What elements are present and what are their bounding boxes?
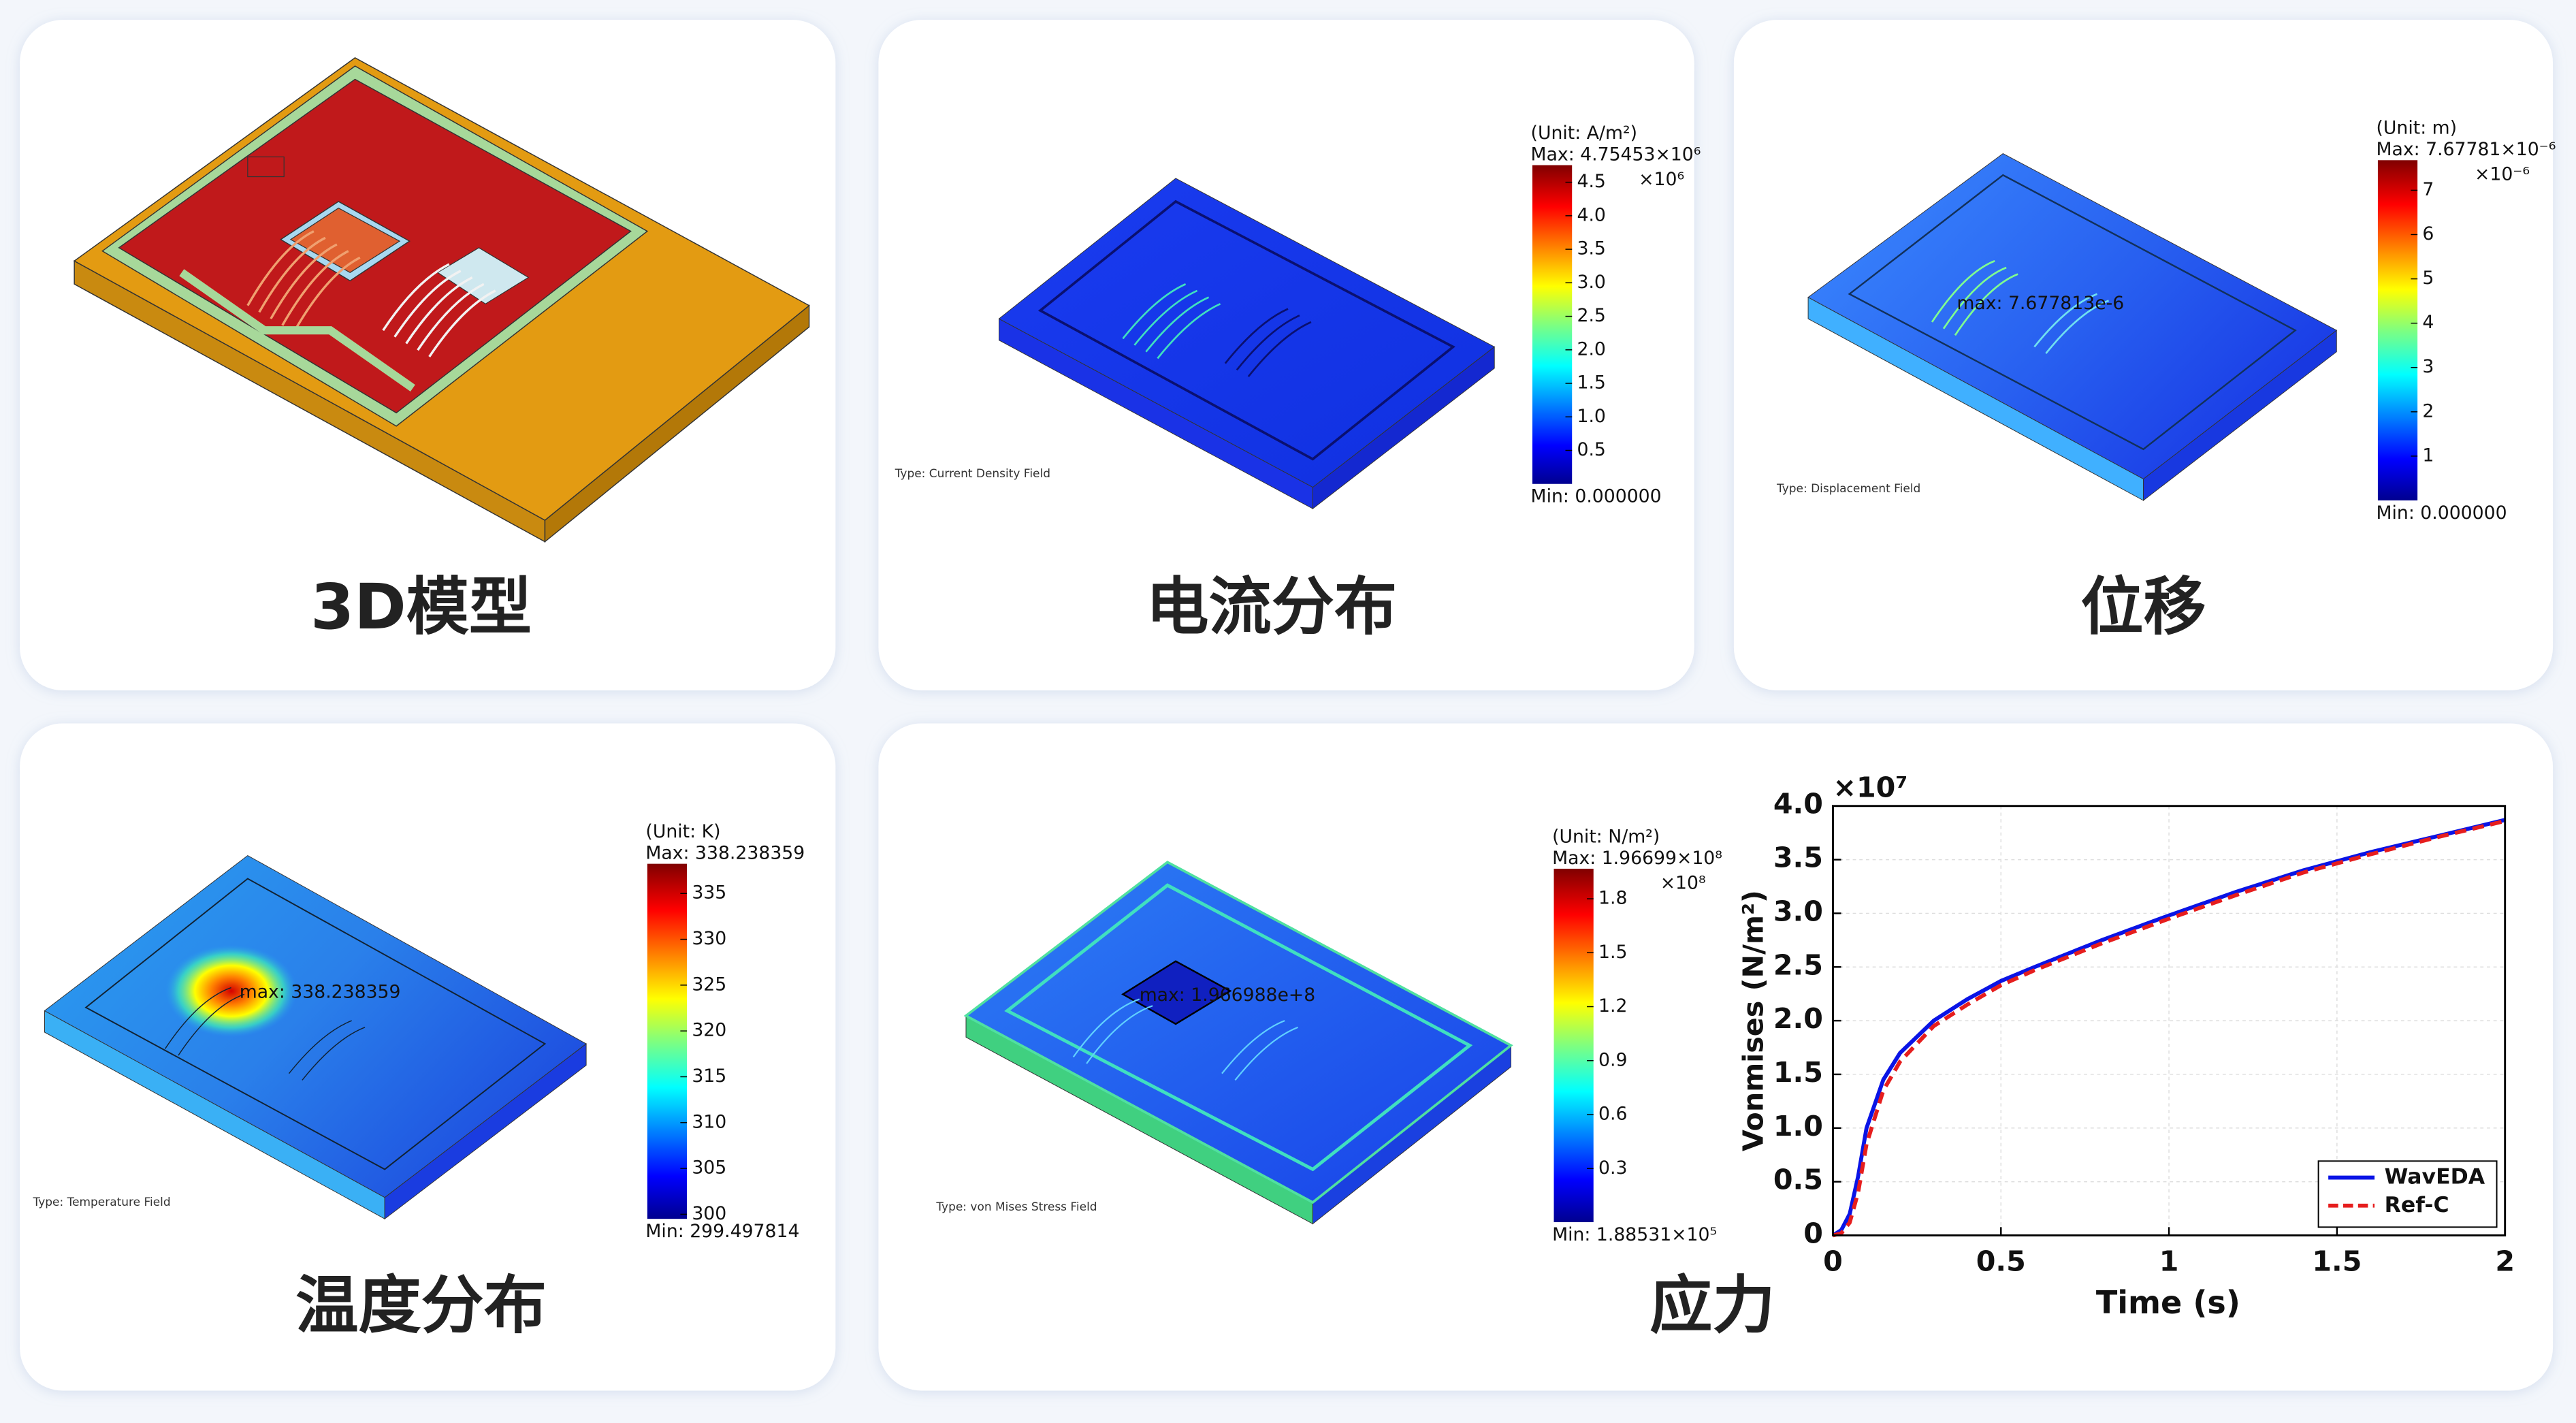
colorbar <box>2377 160 2418 500</box>
y-tick-label: 3.0 <box>1773 895 1823 927</box>
colorbar-unit: (Unit: A/m²) <box>1531 123 1637 144</box>
render-3d-model <box>73 57 810 543</box>
line-series <box>1832 818 2506 1238</box>
x-tick-label: 1.5 <box>2312 1245 2362 1278</box>
panel-label: 温度分布 <box>295 1268 547 1342</box>
panel-label: 3D模型 <box>310 570 532 643</box>
y-tick-label: 1.5 <box>1773 1056 1823 1089</box>
colorbar-tick-label: 3.5 <box>1577 238 1605 259</box>
y-tick-label: 0.5 <box>1773 1164 1823 1196</box>
render-current <box>998 178 1496 510</box>
render-temperature <box>44 854 587 1220</box>
field-type: Type: Current Density Field <box>895 467 1050 481</box>
colorbar-tick-label: 1.0 <box>1577 406 1605 427</box>
colorbar-tick-label: 330 <box>692 928 726 949</box>
colorbar-tick-label: 305 <box>692 1157 726 1179</box>
panel-label: 电流分布 <box>1146 570 1397 643</box>
colorbar-min: Min: 1.88531×10⁵ <box>1552 1224 1717 1245</box>
colorbar-tick-label: 315 <box>692 1066 726 1087</box>
render-displacement <box>1807 153 2338 501</box>
y-tick-label: 4.0 <box>1773 788 1823 820</box>
colorbar-multiplier: ×10⁶ <box>1639 169 1684 190</box>
colorbar-tick-label: 0.9 <box>1598 1049 1627 1070</box>
colorbar-tick-label: 1.5 <box>1577 372 1605 394</box>
colorbar <box>647 863 688 1219</box>
colorbar-min: Min: 0.000000 <box>1531 486 1662 507</box>
y-tick-label: 2.5 <box>1773 948 1823 981</box>
colorbar-tick-label: 1.5 <box>1598 942 1627 963</box>
colorbar-tick-label: 4 <box>2422 312 2434 333</box>
field-type: Type: Temperature Field <box>33 1196 171 1209</box>
colorbar-unit: (Unit: N/m²) <box>1552 826 1660 847</box>
colorbar-tick-label: 0.5 <box>1577 439 1605 460</box>
colorbar-multiplier: ×10⁻⁶ <box>2475 164 2530 185</box>
line-series <box>1831 818 2506 1237</box>
colorbar-unit: (Unit: K) <box>645 821 720 842</box>
y-tick-label: 3.5 <box>1773 842 1823 874</box>
colorbar <box>1532 165 1573 484</box>
render-stress <box>963 861 1513 1225</box>
colorbar-unit: (Unit: m) <box>2376 118 2457 139</box>
colorbar-tick-label: 2.0 <box>1577 338 1605 359</box>
colorbar-tick-label: 1.2 <box>1598 995 1627 1017</box>
y-tick-label: 2.0 <box>1773 1002 1823 1035</box>
legend-label: Ref-C <box>2385 1193 2449 1217</box>
legend-label: WavEDA <box>2385 1165 2485 1189</box>
max-annotation: max: 7.677813e-6 <box>1957 293 2124 314</box>
colorbar-tick-label: 4.5 <box>1577 171 1605 192</box>
colorbar-min: Min: 0.000000 <box>2376 502 2507 524</box>
legend <box>2317 1160 2498 1228</box>
colorbar-tick-label: 320 <box>692 1020 726 1041</box>
x-tick-label: 0.5 <box>1976 1245 2026 1278</box>
colorbar-max: Max: 1.96699×10⁸ <box>1552 848 1722 869</box>
plot-frame <box>1832 805 2507 1236</box>
colorbar-tick-label: 2.5 <box>1577 305 1605 326</box>
x-tick-label: 0 <box>1823 1245 1843 1278</box>
colorbar-tick-label: 3.0 <box>1577 272 1605 293</box>
colorbar-max: Max: 4.75453×10⁶ <box>1531 144 1701 165</box>
colorbar-min: Min: 299.497814 <box>645 1221 799 1242</box>
colorbar-tick-label: 7 <box>2422 179 2434 200</box>
x-tick-label: 1 <box>2159 1245 2179 1278</box>
field-type: Type: Displacement Field <box>1776 482 1920 496</box>
panel-label: 应力 <box>1649 1268 1775 1342</box>
colorbar-tick-label: 1 <box>2422 445 2434 466</box>
colorbar <box>1553 868 1594 1223</box>
y-axis-label: Vonmises (N/m²) <box>1737 890 1769 1151</box>
y-tick-label: 1.0 <box>1773 1110 1823 1142</box>
colorbar-max: Max: 7.67781×10⁻⁶ <box>2376 139 2556 160</box>
colorbar-multiplier: ×10⁸ <box>1660 872 1706 893</box>
colorbar-tick-label: 5 <box>2422 268 2434 289</box>
colorbar-tick-label: 0.3 <box>1598 1157 1627 1179</box>
colorbar-tick-label: 1.8 <box>1598 888 1627 909</box>
colorbar-tick-label: 300 <box>692 1203 726 1224</box>
y-offset-label: ×10⁷ <box>1833 771 1907 803</box>
colorbar-tick-label: 6 <box>2422 223 2434 244</box>
colorbar-tick-label: 335 <box>692 882 726 904</box>
max-annotation: max: 1.966988e+8 <box>1140 985 1316 1006</box>
y-tick-label: 0 <box>1803 1217 1823 1249</box>
panel-label: 位移 <box>2080 570 2206 643</box>
colorbar-tick-label: 310 <box>692 1111 726 1132</box>
colorbar-tick-label: 0.6 <box>1598 1104 1627 1125</box>
x-tick-label: 2 <box>2495 1245 2515 1278</box>
colorbar-tick-label: 4.0 <box>1577 204 1605 225</box>
x-axis-label: Time (s) <box>2096 1284 2240 1321</box>
field-type: Type: von Mises Stress Field <box>935 1200 1097 1214</box>
colorbar-tick-label: 3 <box>2422 356 2434 377</box>
colorbar-tick-label: 325 <box>692 974 726 995</box>
colorbar-max: Max: 338.238359 <box>645 843 805 864</box>
max-annotation: max: 338.238359 <box>240 981 401 1002</box>
colorbar-tick-label: 2 <box>2422 400 2434 421</box>
